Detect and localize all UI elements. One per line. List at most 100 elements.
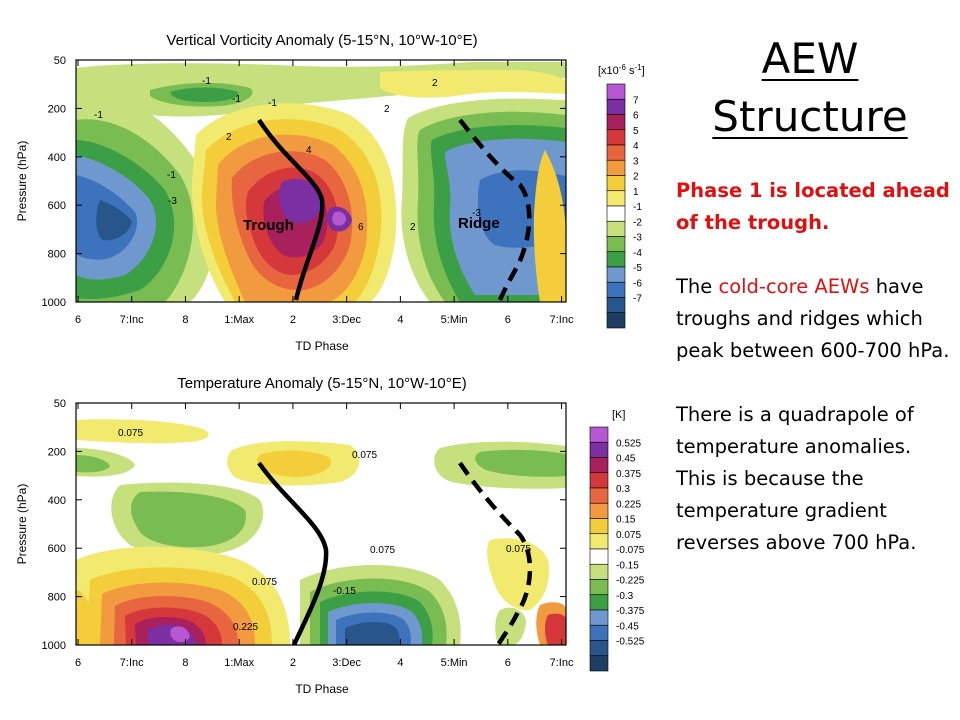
colorbar-label: -0.15 (616, 560, 639, 571)
x-tick-label: 7:Inc (550, 314, 574, 326)
colorbar-swatch (606, 114, 626, 131)
colorbar-label: -0.225 (616, 576, 645, 587)
vorticity-x-axis-label: TD Phase (295, 339, 349, 353)
colorbar-swatch (606, 159, 626, 176)
contour-label: 6 (358, 222, 364, 233)
contour-label: -1 (202, 76, 211, 87)
colorbar-swatch (606, 312, 626, 329)
colorbar-swatch (606, 144, 626, 161)
trough-label: Trough (243, 217, 294, 234)
temperature-colorbar: 0.525 0.45 0.375 0.3 0.225 0.15 0.075 -0.075 -0.… (589, 426, 645, 672)
contour-label: 2 (384, 104, 390, 115)
colorbar-label: 0.3 (616, 484, 630, 495)
x-tick-label: 2 (290, 314, 296, 326)
colorbar-label: 5 (633, 126, 639, 137)
colorbar-label: 0.45 (616, 454, 636, 465)
temperature-contour-field (76, 403, 566, 645)
x-tick-label: 4 (397, 657, 403, 669)
colorbar-label: -7 (633, 294, 642, 305)
colorbar-swatch (606, 281, 626, 298)
ridge-line-temp (458, 461, 533, 647)
colorbar-swatch (589, 563, 609, 580)
colorbar-label: -2 (633, 217, 642, 228)
colorbar-swatch (606, 129, 626, 146)
x-tick-label: 3:Dec (332, 314, 361, 326)
temperature-y-ticks: 50 200 400 600 800 1000 (42, 398, 566, 652)
colorbar-swatch (589, 472, 609, 489)
contour-label: 2 (410, 222, 416, 233)
vorticity-colorbar-unit: [x10-6 s-1] (598, 63, 645, 77)
contour-label: -0.15 (333, 586, 356, 597)
contour-label: 0.075 (352, 450, 377, 461)
contour-label: -1 (232, 94, 241, 105)
x-tick-label: 8 (182, 314, 188, 326)
colorbar-swatch (606, 266, 626, 283)
colorbar-swatch (589, 426, 609, 443)
colorbar-swatch (606, 297, 626, 314)
x-tick-label: 7:Inc (120, 314, 144, 326)
colorbar-swatch (589, 533, 609, 550)
note-cold-core: The cold-core AEWs have troughs and ridg… (676, 271, 956, 367)
colorbar-label: 0.225 (616, 499, 641, 510)
colorbar-label: -0.3 (616, 591, 634, 602)
contour-label: -1 (167, 170, 176, 181)
note-phase1: Phase 1 is located ahead of the trough. (676, 179, 950, 234)
contour-label: -3 (472, 208, 481, 219)
y-tick-label: 800 (48, 592, 66, 604)
temperature-colorbar-unit: [K] (612, 409, 625, 421)
x-tick-label: 1:Max (224, 657, 254, 669)
vorticity-y-ticks: 50 200 400 600 800 1000 (42, 55, 566, 309)
colorbar-swatch (589, 624, 609, 641)
colorbar-label: -0.075 (616, 545, 645, 556)
colorbar-swatch (589, 655, 609, 672)
colorbar-label: 0.375 (616, 469, 641, 480)
note-quadrapole: There is a quadrapole of temperature ano… (676, 403, 917, 554)
note-cold-core-pre: The (676, 275, 719, 298)
contour-label: 0.075 (506, 544, 531, 555)
y-tick-label: 200 (48, 446, 66, 458)
y-tick-label: 600 (48, 543, 66, 555)
colorbar-swatch (606, 190, 626, 207)
colorbar-swatch (589, 548, 609, 565)
colorbar-swatch (606, 205, 626, 222)
vorticity-x-ticks: 6 7:Inc 8 1:Max 2 3:Dec 4 5:Min 6 7:Inc (75, 60, 574, 326)
colorbar-label: 0.15 (616, 515, 636, 526)
colorbar-swatch (589, 502, 609, 519)
contour-label: 0.225 (233, 622, 258, 633)
contour-label: 2 (226, 132, 232, 143)
colorbar-label: -1 (633, 202, 642, 213)
x-tick-label: 1:Max (224, 314, 254, 326)
colorbar-swatch (606, 83, 626, 100)
x-tick-label: 7:Inc (550, 657, 574, 669)
colorbar-swatch (589, 441, 609, 458)
y-tick-label: 50 (54, 398, 66, 410)
x-tick-label: 5:Min (441, 657, 468, 669)
colorbar-swatch (589, 640, 609, 657)
colorbar-label: -3 (633, 233, 642, 244)
contour-label: -1 (94, 110, 103, 121)
colorbar-swatch (606, 175, 626, 192)
x-tick-label: 6 (75, 657, 81, 669)
y-tick-label: 1000 (42, 640, 66, 652)
ridge-label: Ridge (458, 215, 500, 232)
note-cold-core-post: have troughs and ridges which peak betwe… (676, 275, 950, 362)
note-cold-core-highlight: cold-core AEWs (718, 275, 870, 298)
vorticity-contour-field (76, 60, 566, 302)
colorbar-swatch (589, 518, 609, 535)
colorbar-label: -0.45 (616, 621, 639, 632)
colorbar-swatch (589, 594, 609, 611)
temperature-x-axis-label: TD Phase (295, 682, 349, 696)
colorbar-label: -5 (633, 263, 642, 274)
temperature-x-ticks: 6 7:Inc 8 1:Max 2 3:Dec 4 5:Min 6 7:Inc (75, 403, 574, 669)
colorbar-swatch (606, 251, 626, 268)
colorbar-swatch (606, 236, 626, 253)
x-tick-label: 8 (182, 657, 188, 669)
colorbar-swatch (606, 98, 626, 115)
y-tick-label: 50 (54, 55, 66, 67)
colorbar-swatch (589, 579, 609, 596)
x-tick-label: 4 (397, 314, 403, 326)
x-tick-label: 7:Inc (120, 657, 144, 669)
colorbar-label: -4 (633, 248, 642, 259)
ridge-line (458, 118, 532, 301)
colorbar-swatch (589, 609, 609, 626)
